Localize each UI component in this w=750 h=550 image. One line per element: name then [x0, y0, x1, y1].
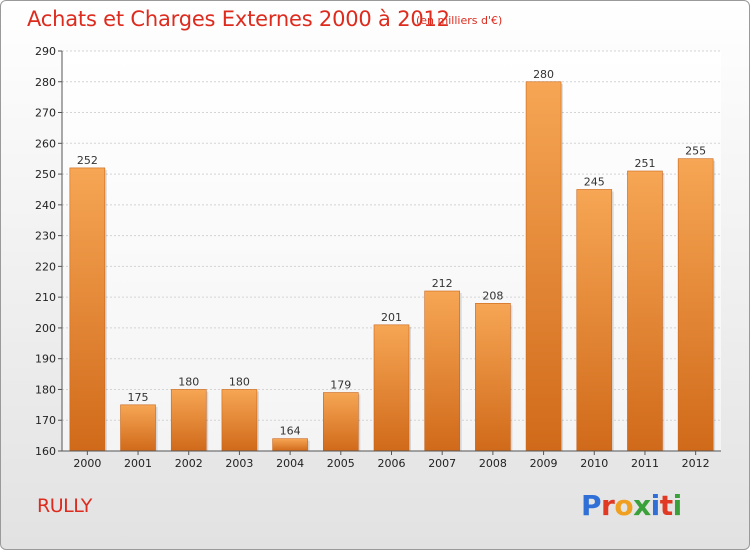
- logo-letter: t: [659, 489, 673, 522]
- x-tick-label-2009: 2009: [530, 457, 558, 470]
- value-label-2005: 179: [330, 379, 351, 392]
- value-label-2007: 212: [432, 277, 453, 290]
- y-tick-label: 210: [35, 291, 56, 304]
- bar-2011[interactable]: [627, 170, 663, 452]
- value-label-2001: 175: [128, 391, 149, 404]
- value-label-2006: 201: [381, 311, 402, 324]
- logo-letter: P: [581, 489, 602, 522]
- value-label-2003: 180: [229, 375, 250, 388]
- logo-letter: r: [601, 489, 615, 522]
- bar-2002[interactable]: [170, 389, 207, 452]
- value-label-2004: 164: [280, 425, 301, 438]
- value-label-2011: 251: [634, 157, 655, 170]
- y-axis-ticks: 160 170 180 190 200 210 220 230 240 250 260 270 280 2…: [35, 45, 62, 458]
- x-tick-label-2007: 2007: [428, 457, 456, 470]
- x-tick-label-2006: 2006: [378, 457, 406, 470]
- x-axis-ticks: 2000 2001 2002 2003 2004 2005 2006 2007 2008 2009…: [73, 451, 710, 470]
- logo-letter: o: [614, 489, 634, 522]
- value-label-2012: 255: [685, 145, 706, 158]
- bars: [69, 81, 716, 452]
- y-tick-label: 160: [35, 445, 56, 458]
- bar-2000[interactable]: [69, 167, 106, 452]
- y-tick-label: 290: [35, 45, 56, 58]
- bar-2007[interactable]: [424, 290, 460, 452]
- x-tick-label-2012: 2012: [682, 457, 710, 470]
- value-labels: 252 175 180 180 164 179 201 212 208 280 245 251 255: [77, 68, 706, 438]
- bar-2010[interactable]: [576, 189, 613, 452]
- y-tick-label: 190: [35, 353, 56, 366]
- x-tick-label-2010: 2010: [580, 457, 608, 470]
- bar-2005[interactable]: [323, 392, 359, 452]
- x-tick-label-2003: 2003: [225, 457, 253, 470]
- bar-2009[interactable]: [525, 81, 562, 452]
- y-tick-label: 240: [35, 199, 56, 212]
- y-tick-label: 280: [35, 76, 56, 89]
- bar-2003[interactable]: [221, 389, 258, 452]
- x-tick-label-2008: 2008: [479, 457, 507, 470]
- value-label-2009: 280: [533, 68, 554, 81]
- logo-letter: i: [672, 489, 683, 522]
- y-tick-label: 170: [35, 414, 56, 427]
- y-tick-label: 270: [35, 107, 56, 120]
- chart-subtitle: (en milliers d'€): [416, 14, 503, 27]
- proxiti-logo[interactable]: Proxiti: [581, 489, 682, 522]
- value-label-2008: 208: [482, 289, 503, 302]
- y-tick-label: 250: [35, 168, 56, 181]
- y-tick-label: 260: [35, 137, 56, 150]
- logo-letter: x: [633, 489, 651, 522]
- bar-2008[interactable]: [475, 303, 511, 452]
- x-tick-label-2000: 2000: [73, 457, 101, 470]
- y-tick-label: 180: [35, 383, 56, 396]
- chart-title: Achats et Charges Externes 2000 à 2012: [27, 7, 450, 31]
- value-label-2000: 252: [77, 154, 98, 167]
- logo-letter: i: [650, 489, 661, 522]
- bar-2006[interactable]: [373, 324, 410, 452]
- bar-2004[interactable]: [272, 438, 308, 452]
- x-tick-label-2004: 2004: [276, 457, 304, 470]
- bar-2001[interactable]: [120, 404, 156, 452]
- y-tick-label: 230: [35, 230, 56, 243]
- x-tick-label-2001: 2001: [124, 457, 152, 470]
- x-tick-label-2002: 2002: [175, 457, 203, 470]
- x-tick-label-2005: 2005: [327, 457, 355, 470]
- x-tick-label-2011: 2011: [631, 457, 659, 470]
- y-tick-label: 220: [35, 260, 56, 273]
- y-tick-label: 200: [35, 322, 56, 335]
- commune-name: RULLY: [37, 495, 92, 517]
- bar-2012[interactable]: [677, 158, 714, 452]
- value-label-2002: 180: [178, 375, 199, 388]
- value-label-2010: 245: [584, 175, 605, 188]
